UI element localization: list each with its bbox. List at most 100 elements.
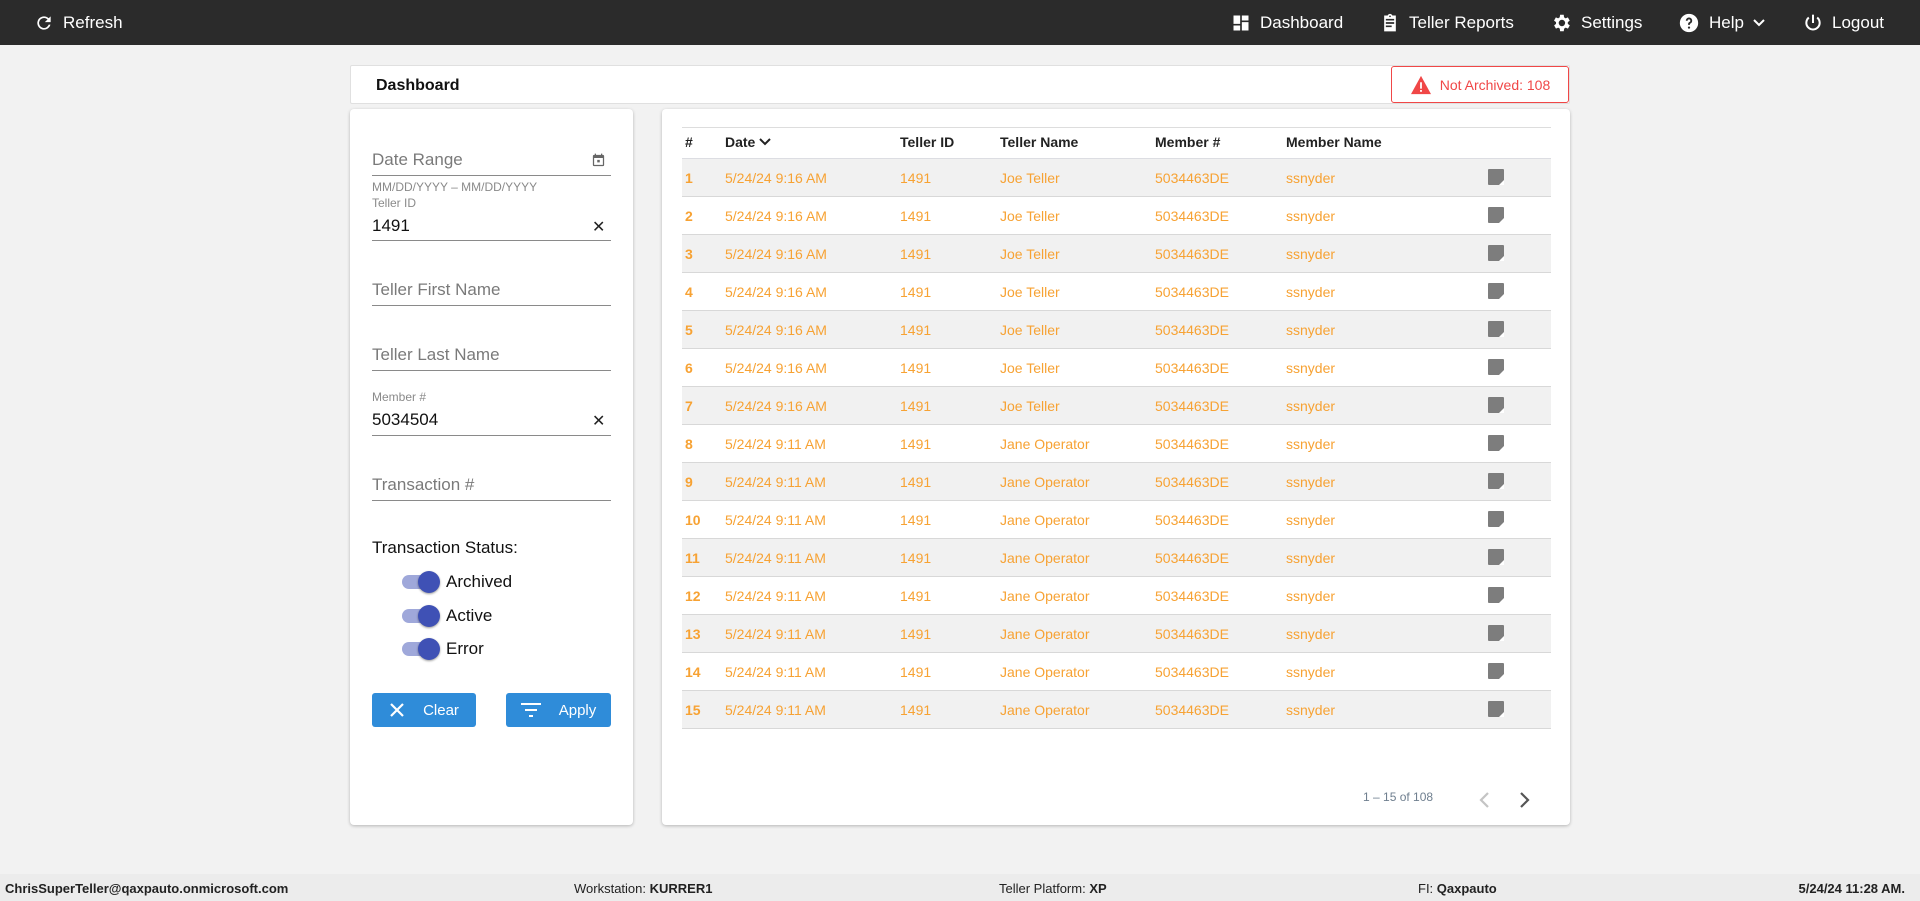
row-teller-name: Jane Operator <box>1000 702 1090 718</box>
status-footer: ChrisSuperTeller@qaxpauto.onmicrosoft.co… <box>0 874 1920 901</box>
note-icon[interactable] <box>1488 435 1504 451</box>
row-teller-id: 1491 <box>900 246 932 262</box>
toggle-error-label: Error <box>446 639 484 658</box>
row-index: 7 <box>685 398 693 414</box>
table-row[interactable]: 10 5/24/24 9:11 AM 1491 Jane Operator 503446… <box>682 501 1551 539</box>
nav-dashboard[interactable]: Dashboard <box>1231 0 1343 45</box>
row-date: 5/24/24 9:16 AM <box>725 208 827 224</box>
row-member-name: ssnyder <box>1286 436 1336 452</box>
table-row[interactable]: 12 5/24/24 9:11 AM 1491 Jane Operator 503446… <box>682 577 1551 615</box>
table-row[interactable]: 5 5/24/24 9:16 AM 1491 Joe Teller 5034463DE s… <box>682 311 1551 349</box>
sort-desc-icon <box>759 138 771 146</box>
toggle-error[interactable] <box>402 638 440 660</box>
col-header-date-label: Date <box>725 134 756 150</box>
row-date: 5/24/24 9:11 AM <box>725 474 826 490</box>
note-icon[interactable] <box>1488 473 1504 489</box>
row-teller-name: Jane Operator <box>1000 550 1090 566</box>
table-row[interactable]: 14 5/24/24 9:11 AM 1491 Jane Operator 503446… <box>682 653 1551 691</box>
table-row[interactable]: 6 5/24/24 9:16 AM 1491 Joe Teller 5034463DE s… <box>682 349 1551 387</box>
teller-first-name-input[interactable]: Teller First Name <box>372 280 501 299</box>
row-member-num: 5034463DE <box>1155 474 1229 490</box>
row-date: 5/24/24 9:16 AM <box>725 322 827 338</box>
row-member-num: 5034463DE <box>1155 284 1229 300</box>
table-row[interactable]: 3 5/24/24 9:16 AM 1491 Joe Teller 5034463DE s… <box>682 235 1551 273</box>
next-page-icon[interactable] <box>1517 791 1531 809</box>
chevron-down-icon <box>1753 18 1765 26</box>
nav-help[interactable]: Help <box>1678 0 1765 45</box>
row-index: 15 <box>685 702 701 718</box>
row-date: 5/24/24 9:16 AM <box>725 284 827 300</box>
prev-page-icon[interactable] <box>1478 791 1492 809</box>
row-teller-name: Joe Teller <box>1000 246 1060 262</box>
first-name-underline <box>372 305 611 306</box>
note-icon[interactable] <box>1488 321 1504 337</box>
row-teller-id: 1491 <box>900 360 932 376</box>
row-index: 1 <box>685 170 693 186</box>
row-teller-id: 1491 <box>900 322 932 338</box>
table-row[interactable]: 7 5/24/24 9:16 AM 1491 Joe Teller 5034463DE s… <box>682 387 1551 425</box>
date-range-hint: MM/DD/YYYY – MM/DD/YYYY <box>372 180 538 194</box>
row-teller-id: 1491 <box>900 512 932 528</box>
row-date: 5/24/24 9:11 AM <box>725 512 826 528</box>
table-row[interactable]: 15 5/24/24 9:11 AM 1491 Jane Operator 503446… <box>682 691 1551 729</box>
refresh-icon <box>37 15 51 30</box>
table-row[interactable]: 11 5/24/24 9:11 AM 1491 Jane Operator 503446… <box>682 539 1551 577</box>
table-row[interactable]: 13 5/24/24 9:11 AM 1491 Jane Operator 503446… <box>682 615 1551 653</box>
note-icon[interactable] <box>1488 359 1504 375</box>
apply-button[interactable]: Apply <box>506 693 611 727</box>
note-icon[interactable] <box>1488 587 1504 603</box>
clear-teller-id-icon[interactable]: ✕ <box>592 219 606 236</box>
note-icon[interactable] <box>1488 245 1504 261</box>
teller-last-name-input[interactable]: Teller Last Name <box>372 345 500 364</box>
note-icon[interactable] <box>1488 397 1504 413</box>
row-index: 3 <box>685 246 693 262</box>
note-icon[interactable] <box>1488 169 1504 185</box>
table-row[interactable]: 2 5/24/24 9:16 AM 1491 Joe Teller 5034463DE s… <box>682 197 1551 235</box>
date-range-input[interactable]: Date Range <box>372 150 463 169</box>
table-row[interactable]: 8 5/24/24 9:11 AM 1491 Jane Operator 5034463… <box>682 425 1551 463</box>
footer-workstation-label: Workstation: <box>574 881 650 896</box>
row-member-num: 5034463DE <box>1155 246 1229 262</box>
note-icon[interactable] <box>1488 511 1504 527</box>
nav-logout[interactable]: Logout <box>1803 0 1884 45</box>
row-date: 5/24/24 9:16 AM <box>725 170 827 186</box>
toggle-active[interactable] <box>402 605 440 627</box>
table-row[interactable]: 4 5/24/24 9:16 AM 1491 Joe Teller 5034463DE s… <box>682 273 1551 311</box>
note-icon[interactable] <box>1488 549 1504 565</box>
calendar-icon[interactable] <box>591 153 606 168</box>
note-icon[interactable] <box>1488 207 1504 223</box>
top-navbar: Refresh Dashboard Teller Reports Setting… <box>0 0 1920 45</box>
note-icon[interactable] <box>1488 701 1504 717</box>
refresh-button[interactable]: Refresh <box>34 0 123 45</box>
not-archived-badge[interactable]: Not Archived: 108 <box>1391 66 1569 103</box>
member-underline <box>372 435 611 436</box>
nav-teller-reports[interactable]: Teller Reports <box>1380 0 1514 45</box>
row-index: 5 <box>685 322 693 338</box>
row-teller-name: Jane Operator <box>1000 588 1090 604</box>
teller-id-input[interactable]: 1491 <box>372 216 410 235</box>
col-header-date[interactable]: Date <box>725 134 771 150</box>
row-member-num: 5034463DE <box>1155 398 1229 414</box>
toggle-archived[interactable] <box>402 571 440 593</box>
member-input[interactable]: 5034504 <box>372 410 439 429</box>
note-icon[interactable] <box>1488 663 1504 679</box>
row-teller-name: Joe Teller <box>1000 398 1060 414</box>
table-row[interactable]: 1 5/24/24 9:16 AM 1491 Joe Teller 5034463DE s… <box>682 159 1551 197</box>
toggle-archived-label: Archived <box>446 572 513 591</box>
row-teller-id: 1491 <box>900 284 932 300</box>
clear-member-icon[interactable]: ✕ <box>592 413 606 430</box>
row-member-name: ssnyder <box>1286 360 1336 376</box>
note-icon[interactable] <box>1488 625 1504 641</box>
row-teller-id: 1491 <box>900 626 932 642</box>
clear-button[interactable]: Clear <box>372 693 476 727</box>
nav-settings[interactable]: Settings <box>1550 0 1642 45</box>
row-member-name: ssnyder <box>1286 474 1336 490</box>
col-header-teller-id: Teller ID <box>900 134 955 150</box>
row-date: 5/24/24 9:16 AM <box>725 360 827 376</box>
row-teller-name: Jane Operator <box>1000 664 1090 680</box>
nav-logout-label: Logout <box>1832 12 1884 32</box>
transaction-input[interactable]: Transaction # <box>372 475 475 494</box>
note-icon[interactable] <box>1488 283 1504 299</box>
nav-settings-label: Settings <box>1581 12 1643 32</box>
table-row[interactable]: 9 5/24/24 9:11 AM 1491 Jane Operator 5034463… <box>682 463 1551 501</box>
